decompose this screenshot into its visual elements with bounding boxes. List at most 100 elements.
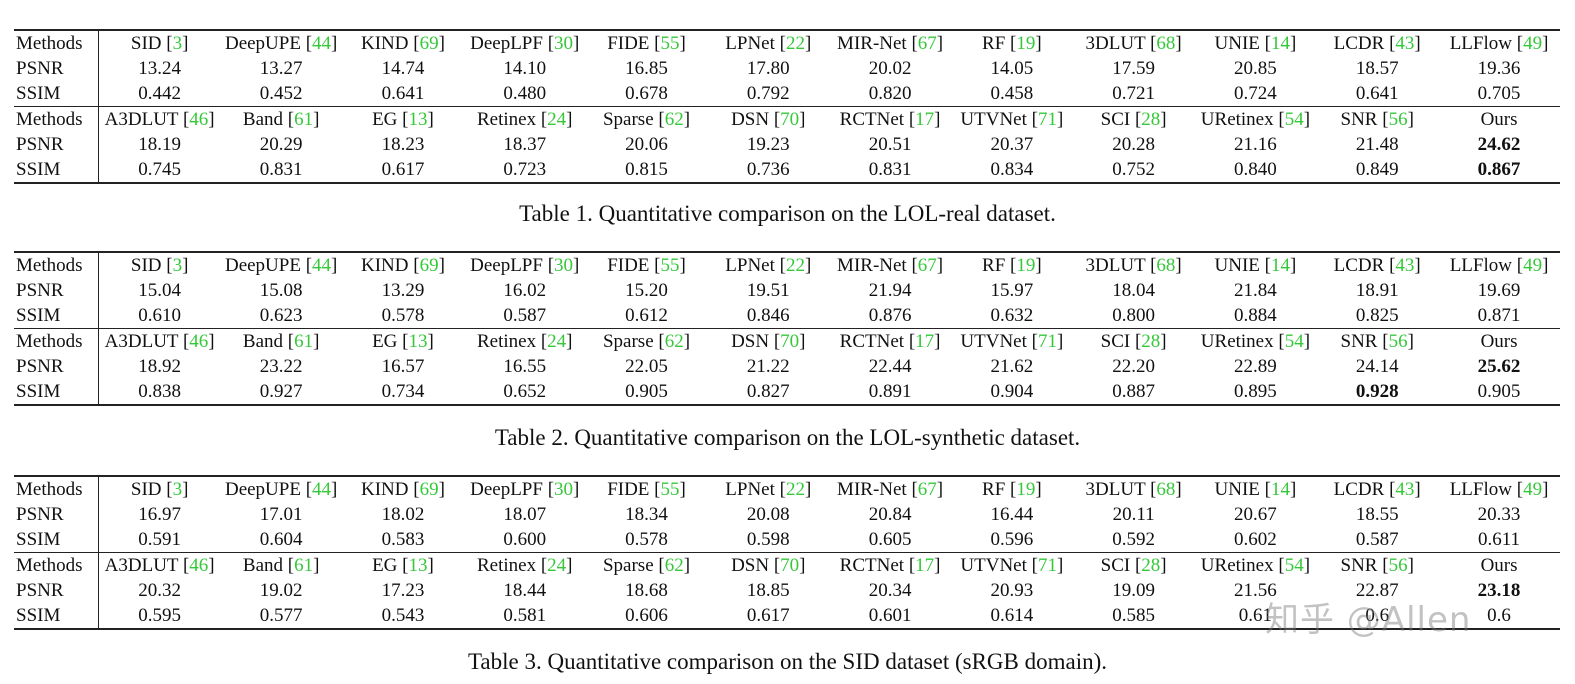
- citation-link[interactable]: 69: [419, 255, 439, 276]
- citation-link[interactable]: 19: [1016, 33, 1036, 54]
- citation-link[interactable]: 3: [172, 479, 183, 500]
- citation-link[interactable]: 28: [1141, 109, 1161, 130]
- citation-link[interactable]: 55: [660, 33, 680, 54]
- citation-link[interactable]: 14: [1270, 479, 1290, 500]
- citation-link[interactable]: 22: [785, 255, 805, 276]
- metric-value: 0.678: [625, 83, 668, 104]
- citation-link[interactable]: 30: [554, 479, 574, 500]
- citation-link[interactable]: 24: [547, 331, 567, 352]
- method-name: DeepLPF: [470, 33, 543, 54]
- citation-link[interactable]: 54: [1284, 555, 1304, 576]
- metric-value: 0.734: [342, 379, 464, 406]
- citation-link[interactable]: 62: [664, 555, 684, 576]
- citation-link[interactable]: 46: [189, 331, 209, 352]
- method-name: Ours: [1480, 555, 1518, 576]
- citation-link[interactable]: 61: [294, 555, 314, 576]
- citation-link[interactable]: 56: [1388, 331, 1408, 352]
- citation-link[interactable]: 44: [312, 255, 332, 276]
- method-header-cell: RF [19]: [950, 29, 1073, 56]
- citation-link[interactable]: 68: [1156, 33, 1176, 54]
- citation-link[interactable]: 17: [915, 331, 935, 352]
- row-label: PSNR: [14, 278, 99, 303]
- citation-link[interactable]: 3: [172, 255, 183, 276]
- citation-link[interactable]: 13: [408, 109, 428, 130]
- citation-link[interactable]: 56: [1388, 555, 1408, 576]
- method-header-cell: KIND [69]: [342, 29, 464, 56]
- citation-link[interactable]: 49: [1523, 33, 1543, 54]
- citation-link[interactable]: 54: [1284, 109, 1304, 130]
- citation-link[interactable]: 13: [408, 331, 428, 352]
- citation-link[interactable]: 22: [785, 479, 805, 500]
- citation-link[interactable]: 70: [780, 555, 800, 576]
- metric-value: 0.617: [707, 603, 830, 630]
- citation-link[interactable]: 70: [780, 109, 800, 130]
- metric-value: 23.22: [259, 356, 303, 377]
- method-name: KIND: [361, 255, 409, 276]
- citation-link[interactable]: 62: [664, 109, 684, 130]
- citation-link[interactable]: 13: [408, 555, 428, 576]
- method-name: RCTNet: [839, 331, 905, 352]
- method-name: SID: [130, 479, 162, 500]
- citation-link[interactable]: 70: [780, 331, 800, 352]
- citation-link[interactable]: 67: [917, 255, 937, 276]
- metric-value: 0.820: [868, 83, 912, 104]
- citation-link[interactable]: 69: [419, 479, 439, 500]
- citation-link[interactable]: 30: [554, 255, 574, 276]
- citation-link[interactable]: 46: [189, 555, 209, 576]
- citation-link[interactable]: 56: [1388, 109, 1408, 130]
- citation-link[interactable]: 28: [1141, 555, 1161, 576]
- row-label: SSIM: [14, 81, 99, 107]
- citation-link[interactable]: 62: [664, 331, 684, 352]
- metric-value: 22.87: [1355, 580, 1399, 601]
- citation-link[interactable]: 61: [294, 331, 314, 352]
- citation-link[interactable]: 61: [294, 109, 314, 130]
- citation-link[interactable]: 68: [1156, 255, 1176, 276]
- citation-link[interactable]: 68: [1156, 479, 1176, 500]
- citation-link[interactable]: 46: [189, 109, 209, 130]
- citation-link[interactable]: 19: [1016, 479, 1036, 500]
- citation-link[interactable]: 49: [1523, 479, 1543, 500]
- citation-link[interactable]: 28: [1141, 331, 1161, 352]
- citation-link[interactable]: 14: [1270, 255, 1290, 276]
- citation-link[interactable]: 24: [547, 109, 567, 130]
- metric-value: 0.827: [707, 379, 830, 406]
- method-name: RF: [982, 479, 1006, 500]
- metric-value: 18.19: [138, 134, 182, 155]
- citation-link[interactable]: 24: [547, 555, 567, 576]
- citation-link[interactable]: 71: [1037, 555, 1057, 576]
- method-name: DSN: [731, 331, 770, 352]
- table-3-caption: Table 3. Quantitative comparison on the …: [467, 649, 1108, 674]
- citation-link[interactable]: 55: [660, 255, 680, 276]
- citation-link[interactable]: 30: [554, 33, 574, 54]
- citation-link[interactable]: 14: [1270, 33, 1290, 54]
- citation-link[interactable]: 17: [915, 109, 935, 130]
- metric-value: 18.55: [1355, 504, 1399, 525]
- citation-link[interactable]: 71: [1037, 109, 1057, 130]
- citation-link[interactable]: 43: [1395, 255, 1415, 276]
- citation-link[interactable]: 44: [312, 479, 332, 500]
- citation-link[interactable]: 54: [1284, 331, 1304, 352]
- citation-link[interactable]: 19: [1016, 255, 1036, 276]
- method-name: Sparse: [602, 331, 654, 352]
- metric-value: 18.92: [138, 356, 182, 377]
- citation-link[interactable]: 49: [1523, 255, 1543, 276]
- citation-link[interactable]: 69: [419, 33, 439, 54]
- method-header-cell: LPNet [22]: [707, 475, 830, 502]
- citation-link[interactable]: 43: [1395, 479, 1415, 500]
- metric-value: 0.577: [220, 603, 343, 630]
- metric-value: 0.905: [1438, 379, 1560, 406]
- metric-value: 18.07: [503, 504, 547, 525]
- citation-link[interactable]: 71: [1037, 331, 1057, 352]
- table-1-caption: Table 1. Quantitative comparison on the …: [519, 201, 1056, 226]
- metric-value: 0.601: [829, 603, 951, 630]
- method-header-cell: EG [13]: [342, 106, 464, 132]
- method-header-cell: UNIE [14]: [1194, 29, 1317, 56]
- citation-link[interactable]: 43: [1395, 33, 1415, 54]
- citation-link[interactable]: 22: [785, 33, 805, 54]
- citation-link[interactable]: 3: [172, 33, 183, 54]
- citation-link[interactable]: 67: [917, 479, 937, 500]
- citation-link[interactable]: 67: [917, 33, 937, 54]
- citation-link[interactable]: 44: [312, 33, 332, 54]
- citation-link[interactable]: 17: [915, 555, 935, 576]
- citation-link[interactable]: 55: [660, 479, 680, 500]
